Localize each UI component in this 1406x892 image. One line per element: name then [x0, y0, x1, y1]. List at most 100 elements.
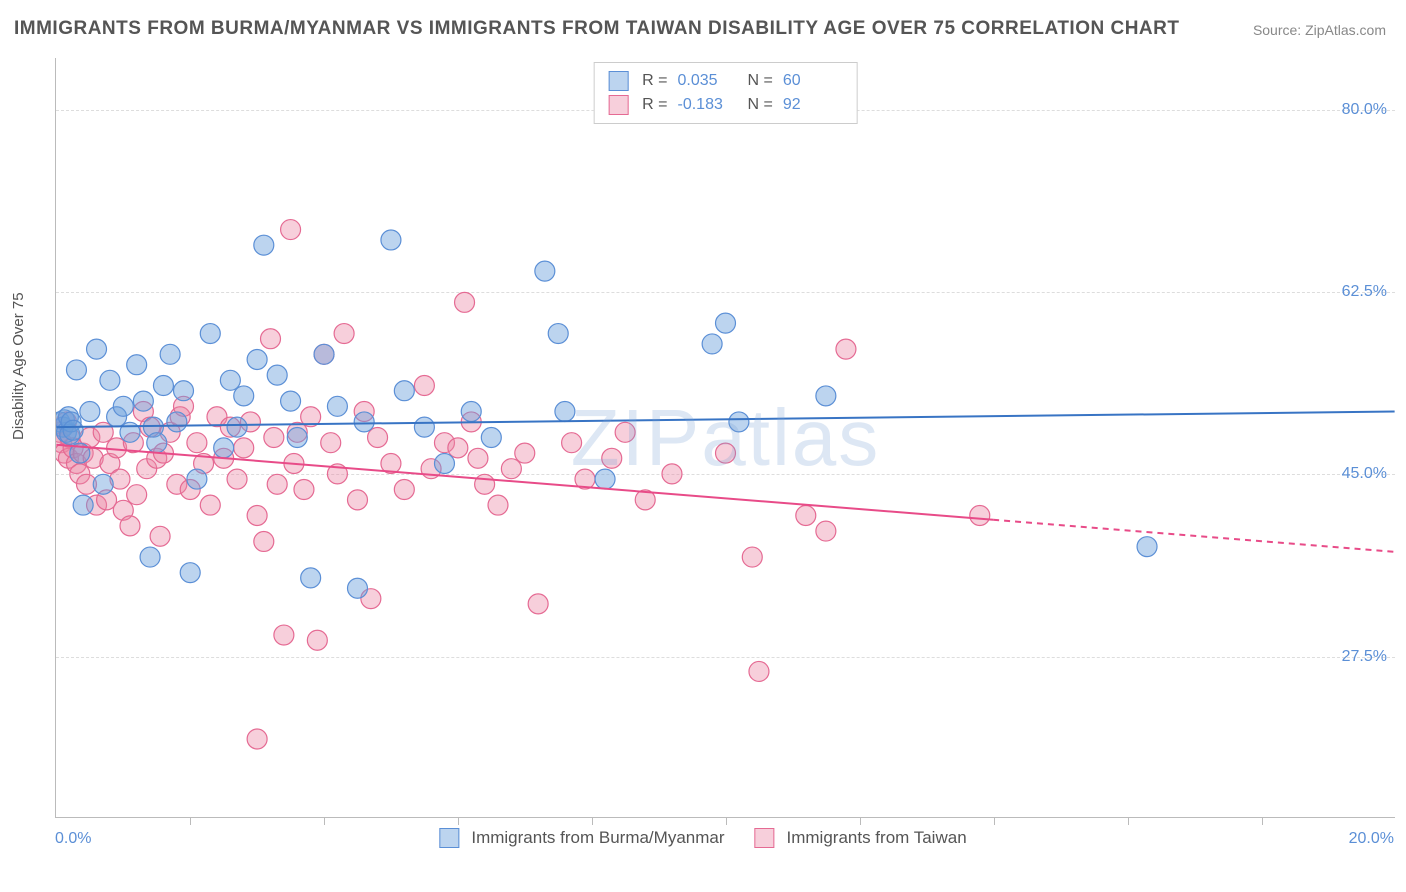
- data-point: [267, 474, 287, 494]
- data-point: [461, 402, 481, 422]
- data-point: [347, 490, 367, 510]
- data-point: [63, 420, 83, 440]
- data-point: [468, 448, 488, 468]
- data-point: [368, 428, 388, 448]
- legend-label-1: Immigrants from Burma/Myanmar: [471, 828, 724, 848]
- data-point: [287, 428, 307, 448]
- data-point: [200, 324, 220, 344]
- data-point: [127, 485, 147, 505]
- data-point: [414, 417, 434, 437]
- legend-item-1: Immigrants from Burma/Myanmar: [439, 828, 724, 848]
- data-point: [970, 505, 990, 525]
- series-legend: Immigrants from Burma/Myanmar Immigrants…: [439, 828, 966, 848]
- x-tick: [592, 817, 593, 825]
- data-point: [294, 479, 314, 499]
- data-point: [160, 344, 180, 364]
- data-point: [153, 376, 173, 396]
- data-point: [220, 370, 240, 390]
- data-point: [602, 448, 622, 468]
- data-point: [488, 495, 508, 515]
- data-point: [147, 433, 167, 453]
- data-point: [562, 433, 582, 453]
- data-point: [93, 474, 113, 494]
- scatter-plot-svg: [56, 58, 1395, 817]
- data-point: [227, 469, 247, 489]
- data-point: [716, 443, 736, 463]
- data-point: [247, 350, 267, 370]
- data-point: [354, 412, 374, 432]
- data-point: [187, 433, 207, 453]
- x-tick: [458, 817, 459, 825]
- data-point: [66, 360, 86, 380]
- data-point: [455, 292, 475, 312]
- data-point: [167, 412, 187, 432]
- x-tick: [1128, 817, 1129, 825]
- data-point: [394, 479, 414, 499]
- data-point: [394, 381, 414, 401]
- data-point: [742, 547, 762, 567]
- data-point: [434, 454, 454, 474]
- data-point: [127, 355, 147, 375]
- legend-label-2: Immigrants from Taiwan: [787, 828, 967, 848]
- data-point: [729, 412, 749, 432]
- data-point: [93, 422, 113, 442]
- r-value-1: 0.035: [678, 69, 738, 93]
- data-point: [180, 563, 200, 583]
- data-point: [796, 505, 816, 525]
- data-point: [113, 396, 133, 416]
- data-point: [261, 329, 281, 349]
- data-point: [140, 547, 160, 567]
- data-point: [80, 402, 100, 422]
- data-point: [662, 464, 682, 484]
- data-point: [120, 516, 140, 536]
- data-point: [254, 531, 274, 551]
- data-point: [234, 438, 254, 458]
- swatch-bottom-2: [755, 828, 775, 848]
- data-point: [281, 391, 301, 411]
- legend-item-2: Immigrants from Taiwan: [755, 828, 967, 848]
- data-point: [716, 313, 736, 333]
- data-point: [749, 661, 769, 681]
- data-point: [314, 344, 334, 364]
- r-value-2: -0.183: [678, 93, 738, 117]
- data-point: [548, 324, 568, 344]
- data-point: [481, 428, 501, 448]
- n-value-1: 60: [783, 69, 843, 93]
- data-point: [73, 495, 93, 515]
- data-point: [150, 526, 170, 546]
- data-point: [227, 417, 247, 437]
- data-point: [836, 339, 856, 359]
- data-point: [816, 386, 836, 406]
- data-point: [555, 402, 575, 422]
- data-point: [702, 334, 722, 354]
- data-point: [267, 365, 287, 385]
- data-point: [535, 261, 555, 281]
- data-point: [595, 469, 615, 489]
- data-point: [100, 370, 120, 390]
- x-tick: [1262, 817, 1263, 825]
- data-point: [133, 391, 153, 411]
- swatch-bottom-1: [439, 828, 459, 848]
- data-point: [347, 578, 367, 598]
- source-attribution: Source: ZipAtlas.com: [1253, 22, 1386, 38]
- data-point: [381, 230, 401, 250]
- data-point: [187, 469, 207, 489]
- legend-row-series1: R = 0.035 N = 60: [608, 69, 843, 93]
- r-label: R =: [642, 93, 667, 117]
- data-point: [528, 594, 548, 614]
- x-tick: [860, 817, 861, 825]
- data-point: [307, 630, 327, 650]
- y-axis-label: Disability Age Over 75: [10, 292, 27, 440]
- swatch-series1: [608, 71, 628, 91]
- n-label: N =: [748, 93, 773, 117]
- n-value-2: 92: [783, 93, 843, 117]
- data-point: [334, 324, 354, 344]
- data-point: [475, 474, 495, 494]
- x-tick: [994, 817, 995, 825]
- swatch-series2: [608, 95, 628, 115]
- data-point: [87, 339, 107, 359]
- data-point: [414, 376, 434, 396]
- data-point: [615, 422, 635, 442]
- data-point: [174, 381, 194, 401]
- x-tick: [324, 817, 325, 825]
